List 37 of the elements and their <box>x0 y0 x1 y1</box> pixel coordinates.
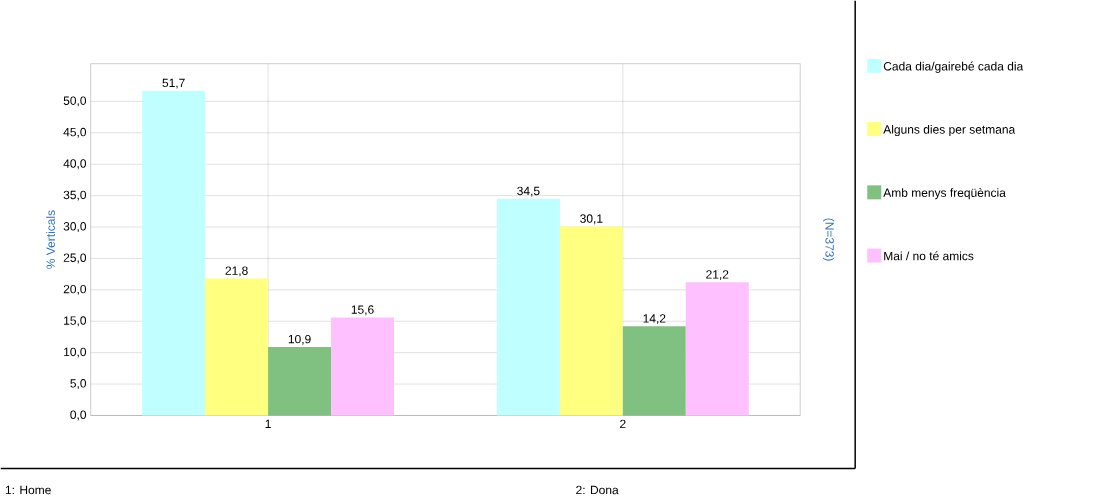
y-axis-title: % Verticals <box>46 210 55 269</box>
y2-axis-title: (N=373) <box>823 218 835 261</box>
data-label: 51,7 <box>162 78 185 89</box>
text: 1: Home <box>5 485 51 494</box>
data-label: 10,9 <box>288 334 311 345</box>
y-tick-label: 0,0 <box>70 410 87 421</box>
data-label: 34,5 <box>517 186 540 197</box>
y-tick-label: 15,0 <box>64 316 87 326</box>
bar <box>496 198 560 416</box>
data-label: 15,6 <box>351 305 374 316</box>
bar <box>268 346 332 416</box>
legend-label: Mai / no té amics <box>884 251 974 261</box>
y-tick-label: 25,0 <box>63 253 87 264</box>
data-label: 14,2 <box>643 313 666 324</box>
bar <box>331 317 394 416</box>
y-tick-label: 20,0 <box>63 284 87 295</box>
x-tick-label: 2 <box>620 419 626 428</box>
legend-label: Amb menys freqüència <box>883 187 1006 200</box>
text: 2: Dona <box>576 485 619 494</box>
bar <box>685 282 749 416</box>
data-label: 21,8 <box>225 266 248 277</box>
bar <box>142 90 206 416</box>
y-tick-label: 45,0 <box>63 127 87 138</box>
y-tick-label: 40,0 <box>63 159 87 169</box>
y-tick-label: 35,0 <box>63 190 87 201</box>
legend-label: Alguns dies per setmana <box>883 124 1016 136</box>
legend-label: Cada dia/gairebé cada dia <box>883 61 1024 73</box>
data-label: 30,1 <box>580 214 603 224</box>
y-tick-label: 50,0 <box>63 96 87 107</box>
bar <box>559 226 623 416</box>
y-tick-label: 5,0 <box>70 378 87 389</box>
x-tick-label: 1 <box>265 419 271 428</box>
bar <box>205 278 269 416</box>
y-tick-label: 30,0 <box>63 221 87 232</box>
y-tick-label: 10,0 <box>64 347 87 358</box>
data-label: 21,2 <box>706 269 729 280</box>
bar <box>622 326 686 416</box>
